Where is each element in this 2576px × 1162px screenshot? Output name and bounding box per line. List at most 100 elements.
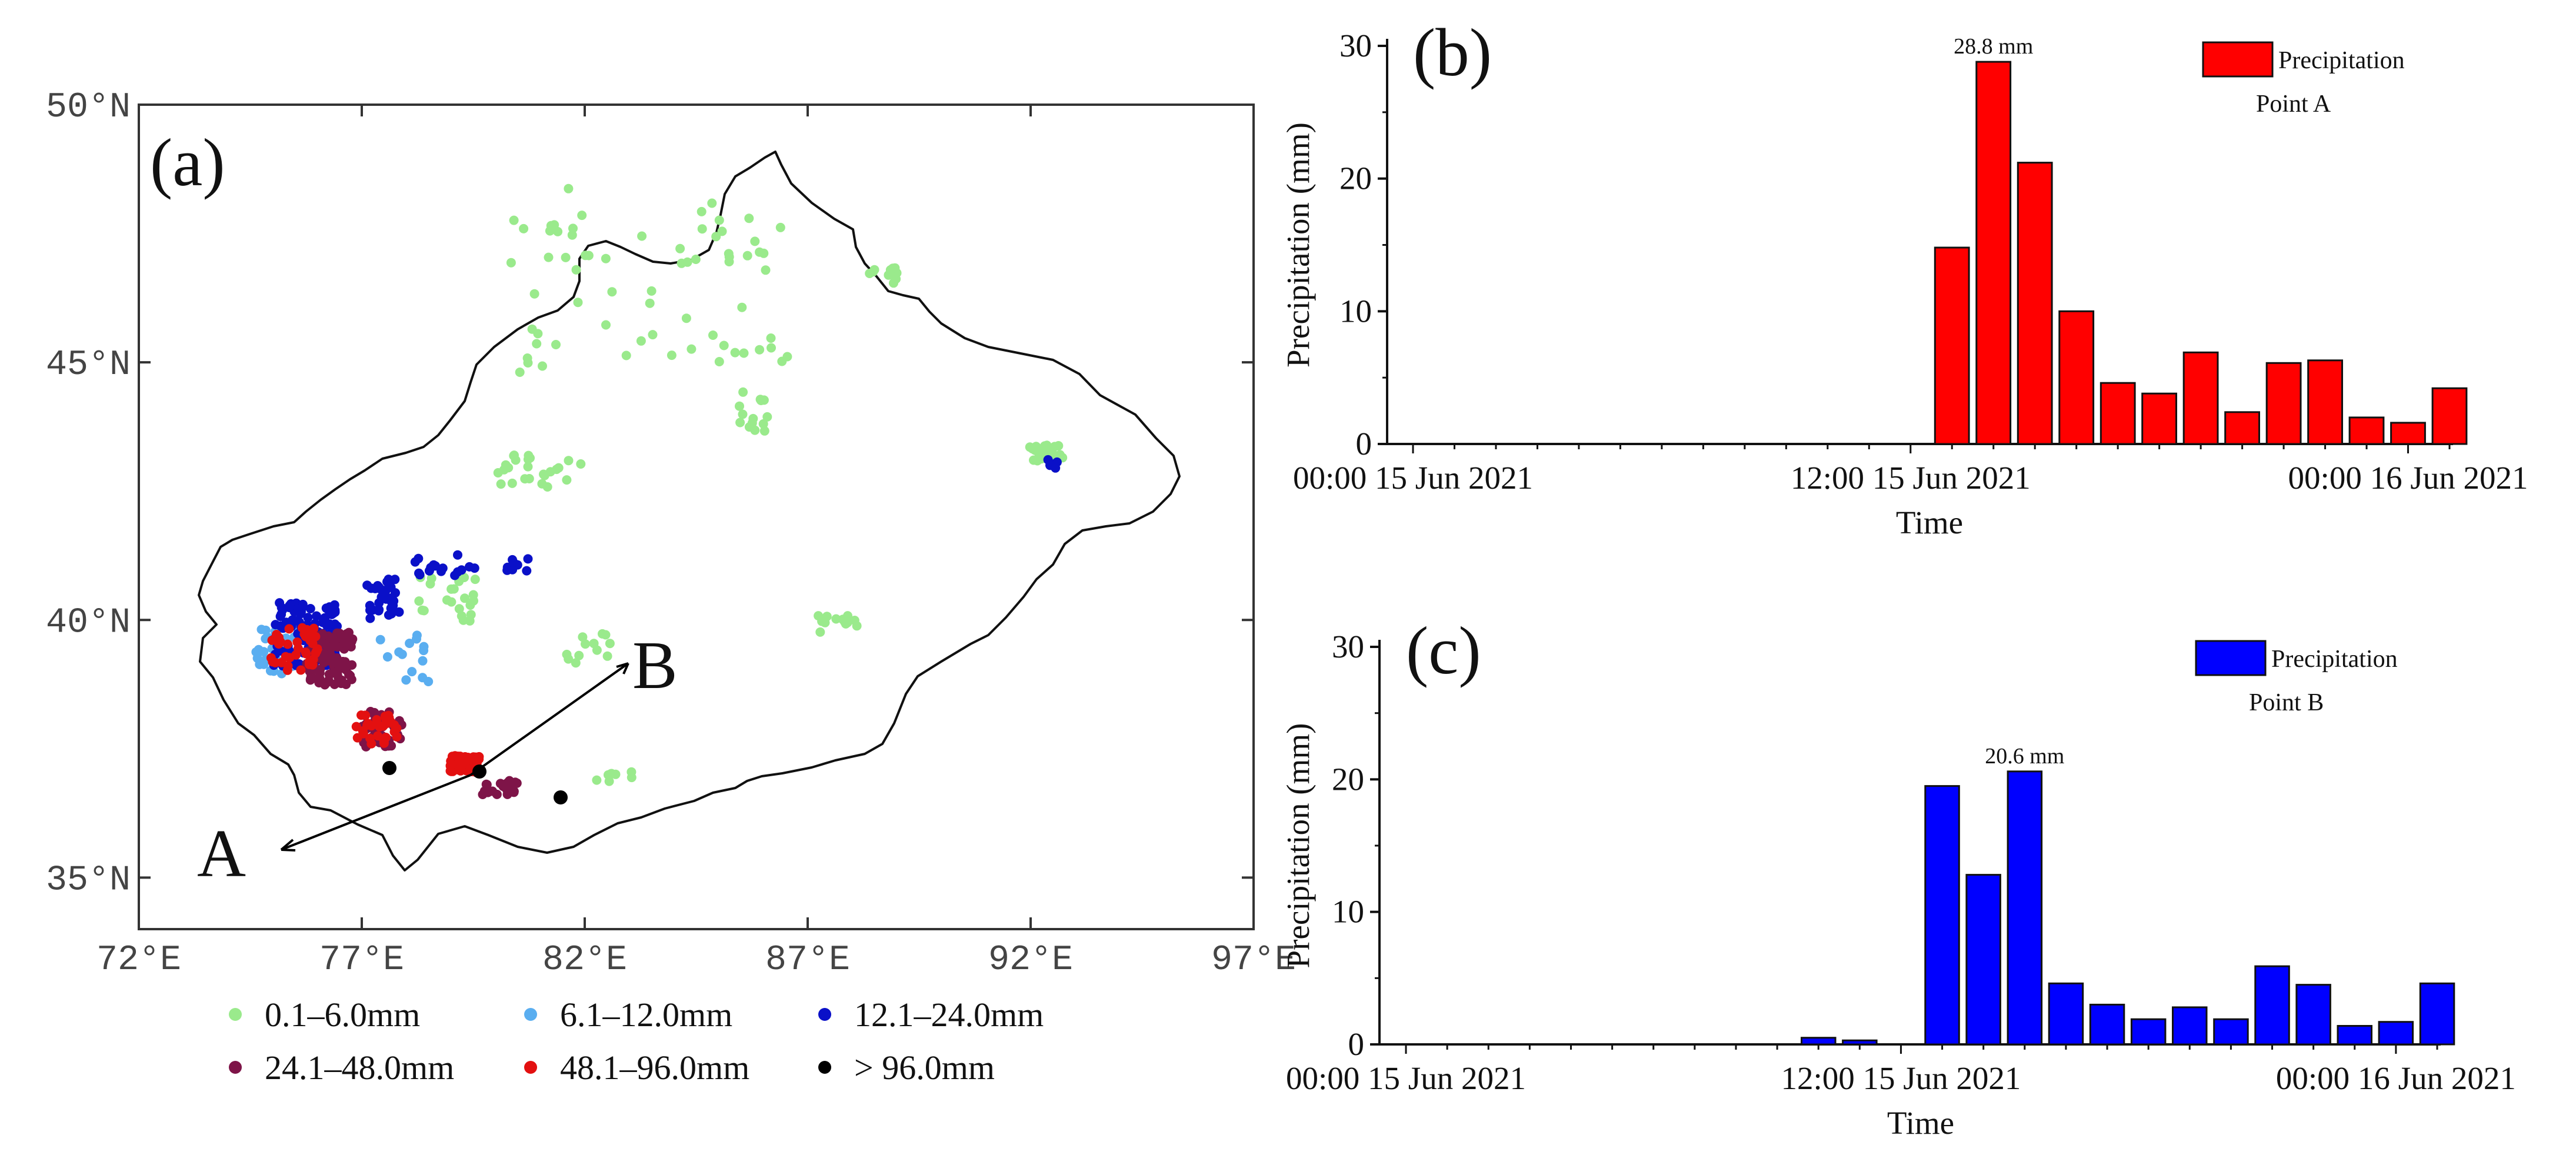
bar-hour-23 (2337, 1025, 2372, 1046)
station-dot (456, 611, 466, 621)
station-dot (332, 621, 342, 631)
legend-dot-48-1-96-0mm (524, 1061, 537, 1074)
station-dot (384, 610, 394, 620)
station-dot (890, 263, 900, 273)
station-dot (822, 612, 832, 622)
y-tick-label: 20 (1332, 761, 1364, 797)
bar-hour-22 (2295, 984, 2331, 1046)
point-a-arrow (281, 774, 471, 851)
station-dot (571, 658, 581, 668)
station-dot (506, 258, 516, 268)
station-dot (529, 289, 539, 299)
station-dot (308, 639, 318, 649)
station-dot (714, 215, 724, 225)
map-frame (138, 103, 1255, 930)
station-dot (449, 584, 459, 594)
station-dot (551, 340, 561, 349)
station-dot (288, 615, 298, 625)
station-dot (348, 634, 358, 644)
station-dot (687, 344, 697, 354)
station-dot (747, 418, 757, 428)
station-dot (456, 565, 466, 575)
station-dot (527, 324, 537, 334)
bar-hour-15 (2007, 770, 2043, 1046)
bar-hour-13 (1924, 785, 1960, 1046)
longitude-ticks: 72°E 77°E 82°E 87°E 92°E 97°E (96, 105, 1296, 980)
lon-tick-label: 92°E (988, 940, 1073, 980)
panel-c-legend-label: Precipitation (2271, 646, 2398, 673)
x-tick-label: 00:00 15 Jun 2021 (1293, 460, 1533, 496)
station-dot (775, 222, 785, 232)
station-dot (750, 236, 760, 246)
station-dot (295, 609, 305, 619)
bar-hour-15 (2017, 162, 2053, 445)
panel-a-label: (a) (150, 125, 225, 200)
station-dot (515, 368, 525, 377)
station-dot (708, 330, 718, 340)
lat-tick-label: 50°N (46, 88, 131, 128)
station-dot (306, 625, 316, 635)
map-legend: 0.1–6.0mm 6.1–12.0mm 12.1–24.0mm 24.1–48.0m… (229, 996, 1044, 1087)
legend-dot-24-1-48-0mm (229, 1061, 242, 1074)
lon-tick-label: 87°E (765, 940, 850, 980)
x-tick-label: 12:00 15 Jun 2021 (1791, 460, 2031, 496)
station-dot (677, 258, 687, 268)
station-dot (831, 614, 841, 624)
lon-tick-label: 72°E (96, 940, 181, 980)
y-tick-label: 10 (1332, 894, 1364, 930)
station-dot (648, 330, 658, 340)
station-dot (500, 780, 510, 790)
station-dot (468, 590, 478, 600)
panel-c-bars (1801, 770, 2455, 1046)
legend-label-6-1-12-0mm: 6.1–12.0mm (560, 996, 732, 1034)
panel-c-peak-annotation: 20.6 mm (1985, 744, 2064, 769)
station-dot (507, 478, 517, 488)
station-dot (285, 653, 295, 663)
station-dot (532, 339, 542, 349)
station-dot (405, 639, 415, 648)
station-dot (436, 566, 446, 576)
station-dot (884, 270, 894, 280)
bar-hour-25 (2419, 982, 2455, 1046)
station-dot (724, 257, 734, 266)
station-dot (766, 333, 776, 343)
station-dot (509, 215, 519, 225)
station-dot (509, 787, 519, 797)
station-dot (681, 313, 691, 323)
station-dot (493, 468, 503, 478)
station-dot (738, 387, 748, 397)
station-dot (301, 647, 311, 657)
latitude-ticks: 35°N 40°N 45°N 50°N (46, 88, 1254, 900)
legend-label-12-1-24-0mm: 12.1–24.0mm (854, 996, 1044, 1034)
panel-b-y-axis-label: Precipitation (mm) (1280, 122, 1316, 368)
bar-hour-22 (2307, 359, 2343, 445)
station-dot (470, 575, 480, 585)
station-dot (382, 718, 392, 728)
station-dot (564, 456, 574, 466)
station-dot-extreme (472, 764, 486, 779)
legend-dot-12-1-24-0mm (818, 1008, 831, 1021)
station-dot (389, 727, 399, 737)
station-dot (478, 790, 488, 799)
station-dot (714, 357, 724, 366)
station-dot (454, 753, 464, 763)
station-dot (454, 604, 464, 614)
station-dot (707, 198, 717, 208)
point-b-label: B (632, 628, 678, 703)
bar-hour-21 (2254, 965, 2290, 1046)
point-a-label: A (197, 816, 246, 891)
station-dot (285, 600, 295, 610)
panel-b-legend-label: Precipitation (2278, 47, 2405, 74)
station-dot (312, 611, 321, 621)
station-dot (735, 418, 745, 428)
station-dot (744, 213, 754, 223)
station-dot (481, 779, 491, 789)
station-dot (358, 729, 368, 739)
station-dot (815, 627, 825, 637)
station-dot (562, 475, 572, 485)
station-dot (735, 401, 744, 411)
station-dot (445, 766, 455, 776)
station-dot (401, 675, 411, 685)
bar-hour-11 (1842, 1039, 1878, 1046)
station-dot (326, 642, 336, 652)
